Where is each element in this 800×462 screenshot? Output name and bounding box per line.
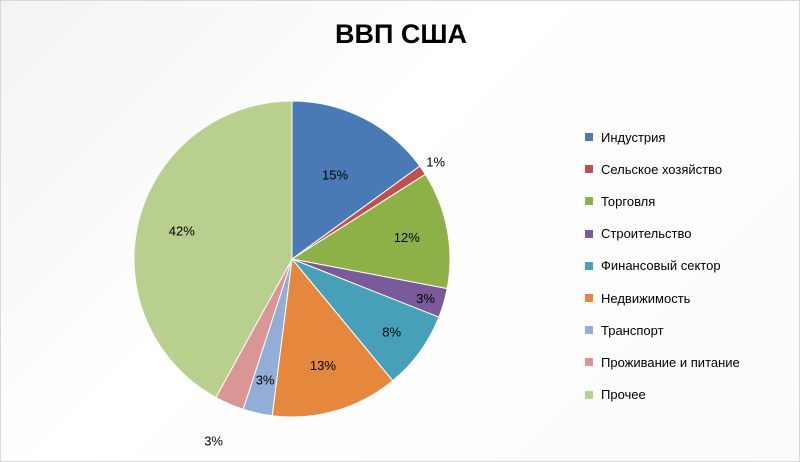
slice-data-label: 15% [322, 168, 348, 183]
pie-slices [133, 100, 451, 418]
chart-title: ВВП США [334, 19, 468, 49]
legend-label: Финансовый сектор [601, 258, 721, 274]
legend-swatch [585, 390, 593, 399]
legend-label: Строительство [601, 226, 692, 242]
legend-label: Проживание и питание [601, 354, 740, 370]
pie-data-labels: 15% 1% 12% 3% 8% 13% 3% 3% 42% [169, 154, 446, 448]
slice-data-label: 3% [204, 433, 223, 448]
legend-item: Проживание и питание [585, 346, 795, 378]
slice-data-label: 3% [416, 291, 435, 306]
legend-label: Торговля [601, 193, 656, 209]
pie-slice [290, 173, 451, 290]
legend-label: Недвижимость [601, 290, 691, 306]
legend-swatch [585, 229, 593, 238]
legend-item: Транспорт [585, 314, 795, 346]
slice-data-label: 1% [426, 154, 445, 169]
legend-item: Торговля [585, 185, 795, 217]
legend-label: Прочее [601, 387, 646, 403]
slice-data-label: 13% [310, 358, 336, 373]
pie-slice [291, 100, 421, 260]
slice-data-label: 3% [256, 372, 275, 387]
legend-label: Транспорт [601, 322, 664, 338]
legend-item: Строительство [585, 218, 795, 250]
legend-item: Недвижимость [585, 282, 795, 314]
legend-swatch [585, 133, 593, 142]
slice-data-label: 8% [382, 324, 401, 339]
legend-swatch [585, 326, 593, 335]
slice-data-label: 42% [169, 224, 195, 239]
legend-item: Индустрия [585, 121, 795, 153]
legend-swatch [585, 261, 593, 270]
legend-swatch [585, 165, 593, 174]
legend-item: Финансовый сектор [585, 250, 795, 282]
legend-label: Сельское хозяйство [601, 161, 723, 177]
legend-swatch [585, 358, 593, 367]
legend-item: Прочее [585, 379, 795, 411]
slice-data-label: 12% [394, 230, 420, 245]
pie-slice [133, 100, 293, 399]
legend-swatch [585, 294, 593, 303]
legend: Индустрия Сельское хозяйство Торговля Строи… [585, 121, 795, 411]
legend-label: Индустрия [601, 129, 666, 145]
legend-swatch [585, 197, 593, 206]
legend-item: Сельское хозяйство [585, 153, 795, 185]
pie-slice [271, 257, 394, 418]
